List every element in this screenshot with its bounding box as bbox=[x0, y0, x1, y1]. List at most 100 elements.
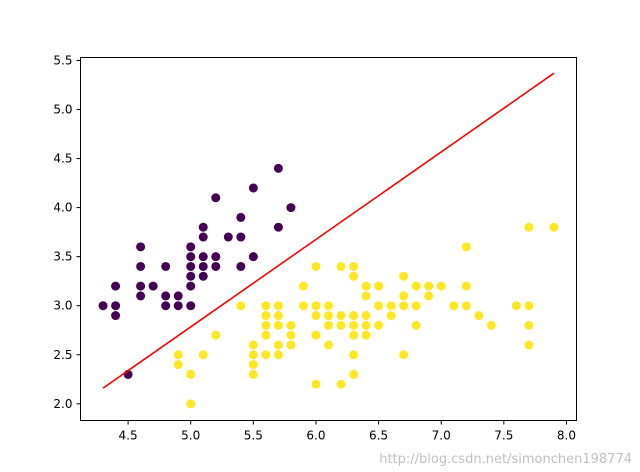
x-tick-label: 5.0 bbox=[181, 429, 200, 443]
data-point bbox=[374, 301, 384, 311]
data-point bbox=[511, 301, 521, 311]
y-tick-label: 2.0 bbox=[53, 397, 72, 411]
data-point bbox=[136, 261, 146, 271]
data-point bbox=[324, 301, 333, 311]
data-point bbox=[386, 301, 396, 311]
data-point bbox=[349, 350, 359, 360]
data-point bbox=[198, 232, 208, 242]
data-point bbox=[461, 301, 471, 311]
data-point bbox=[236, 232, 246, 242]
data-point bbox=[261, 330, 271, 340]
data-point bbox=[248, 350, 258, 360]
data-point bbox=[474, 311, 484, 321]
data-point bbox=[261, 320, 271, 330]
x-tick-label: 4.5 bbox=[119, 429, 138, 443]
data-point bbox=[98, 301, 108, 311]
data-point bbox=[236, 212, 246, 222]
data-point bbox=[261, 301, 271, 311]
data-point bbox=[161, 291, 171, 301]
data-point bbox=[198, 252, 208, 262]
data-point bbox=[399, 271, 409, 281]
x-axis: 4.5 5.0 5.5 6.0 6.5 7.0 7.5 8.0 bbox=[119, 420, 576, 443]
data-point bbox=[111, 311, 121, 321]
data-point bbox=[211, 252, 221, 262]
data-point bbox=[324, 340, 333, 350]
data-point bbox=[173, 360, 183, 370]
y-tick-label: 4.0 bbox=[53, 201, 72, 215]
data-point bbox=[386, 311, 396, 321]
data-point bbox=[273, 301, 283, 311]
data-point bbox=[436, 281, 446, 291]
data-point bbox=[261, 350, 271, 360]
data-point bbox=[136, 242, 146, 252]
data-point bbox=[161, 261, 171, 271]
data-point bbox=[248, 369, 258, 379]
data-point bbox=[461, 242, 471, 252]
data-point bbox=[349, 261, 359, 271]
data-point bbox=[198, 350, 208, 360]
data-point bbox=[336, 311, 346, 321]
data-point bbox=[173, 301, 183, 311]
data-point bbox=[173, 291, 183, 301]
data-point bbox=[173, 350, 183, 360]
data-point bbox=[273, 350, 283, 360]
data-point bbox=[186, 369, 196, 379]
data-point bbox=[311, 379, 321, 389]
data-point bbox=[449, 301, 459, 311]
data-point bbox=[161, 301, 171, 311]
data-point bbox=[311, 330, 321, 340]
data-point bbox=[461, 281, 471, 291]
data-point bbox=[186, 301, 196, 311]
data-point bbox=[424, 291, 434, 301]
decision-boundary-line bbox=[102, 72, 555, 389]
data-point bbox=[361, 320, 371, 330]
data-point bbox=[186, 261, 196, 271]
data-point bbox=[198, 261, 208, 271]
data-point bbox=[273, 320, 283, 330]
x-tick-label: 7.5 bbox=[494, 429, 513, 443]
data-point bbox=[324, 320, 333, 330]
data-point bbox=[286, 330, 296, 340]
data-point bbox=[524, 340, 534, 350]
y-tick-label: 4.5 bbox=[53, 152, 72, 166]
data-point bbox=[186, 399, 196, 409]
data-point bbox=[311, 261, 321, 271]
data-point bbox=[186, 242, 196, 252]
data-point bbox=[411, 281, 421, 291]
y-tick-label: 3.0 bbox=[53, 299, 72, 313]
data-point bbox=[324, 311, 333, 321]
data-point bbox=[211, 261, 221, 271]
data-point bbox=[198, 271, 208, 281]
data-point bbox=[361, 330, 371, 340]
y-axis: 2.0 2.5 3.0 3.5 4.0 4.5 5.0 5.5 bbox=[53, 53, 81, 411]
plot-content bbox=[98, 72, 559, 409]
data-point bbox=[336, 379, 346, 389]
data-point bbox=[424, 281, 434, 291]
data-point bbox=[223, 232, 233, 242]
data-point bbox=[524, 320, 534, 330]
y-tick-label: 2.5 bbox=[53, 348, 72, 362]
data-point bbox=[148, 281, 158, 291]
data-point bbox=[399, 301, 409, 311]
x-tick-label: 5.5 bbox=[244, 429, 263, 443]
data-point bbox=[186, 281, 196, 291]
data-point bbox=[273, 163, 283, 173]
data-point bbox=[524, 222, 534, 232]
data-point bbox=[248, 183, 258, 193]
data-point bbox=[349, 320, 359, 330]
data-point bbox=[311, 311, 321, 321]
data-point bbox=[198, 222, 208, 232]
data-point bbox=[486, 320, 496, 330]
data-point bbox=[186, 271, 196, 281]
data-point bbox=[349, 369, 359, 379]
x-tick-label: 7.0 bbox=[432, 429, 451, 443]
data-point bbox=[211, 330, 221, 340]
data-point bbox=[411, 320, 421, 330]
data-point bbox=[349, 330, 359, 340]
data-point bbox=[286, 203, 296, 213]
data-point bbox=[524, 301, 534, 311]
data-point bbox=[273, 222, 283, 232]
x-tick-label: 8.0 bbox=[557, 429, 576, 443]
watermark: http://blog.csdn.net/simonchen198774 bbox=[379, 452, 632, 467]
